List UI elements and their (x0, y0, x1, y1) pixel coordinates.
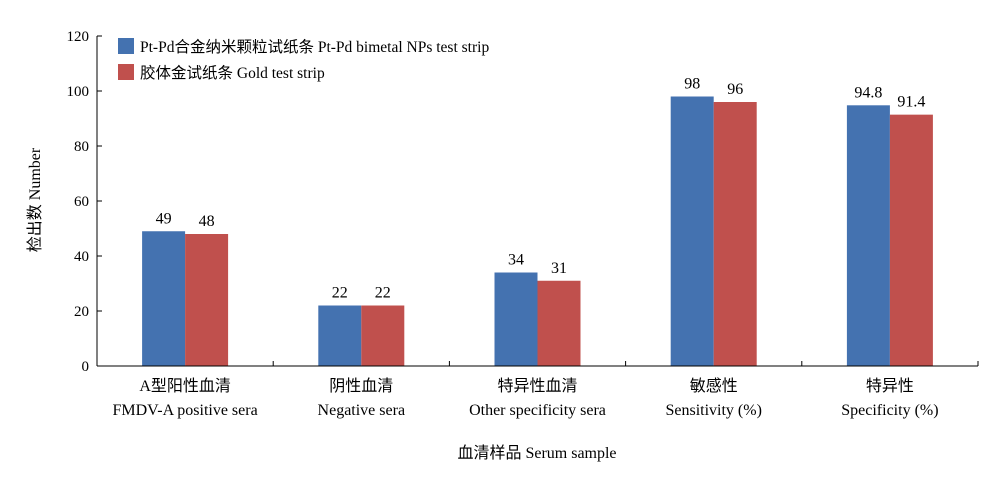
y-tick-label: 60 (74, 194, 89, 210)
bar (361, 305, 405, 366)
data-label: 34 (508, 252, 524, 269)
x-axis-category-labels: A型阳性血清 FMDV-A positive sera 阴性血清 Negative s… (113, 377, 939, 419)
data-label: 96 (727, 81, 743, 98)
bar (889, 114, 933, 367)
bars (142, 96, 933, 367)
y-tick-label: 120 (67, 29, 90, 45)
bar (846, 105, 890, 367)
data-label: 94.8 (854, 84, 882, 101)
category-label: Negative sera (318, 402, 406, 419)
y-tick-label: 40 (74, 249, 89, 265)
bar (713, 102, 757, 366)
bar (494, 272, 538, 366)
data-label: 91.4 (897, 94, 925, 111)
category-label: 特异性 (866, 377, 914, 395)
bar (318, 305, 362, 366)
category-label: 阴性血清 (329, 377, 393, 395)
data-label: 48 (199, 213, 215, 230)
category-label: 特异性血清 (497, 377, 577, 395)
category-label: A型阳性血清 (139, 377, 231, 395)
bar (185, 234, 229, 366)
bar (537, 280, 581, 366)
category-label: Sensitivity (%) (665, 402, 761, 419)
legend-swatch (118, 64, 134, 80)
data-label: 31 (551, 260, 567, 277)
data-label: 22 (375, 285, 391, 302)
y-tick-label: 80 (74, 139, 89, 155)
data-label: 22 (332, 285, 348, 302)
y-tick-label: 100 (67, 84, 90, 100)
category-label: Specificity (%) (841, 402, 938, 419)
data-label: 98 (684, 76, 700, 93)
data-labels: 49 22 34 98 94.8 48 22 31 96 91.4 (156, 76, 926, 302)
y-axis-ticks: 0 20 40 60 80 100 120 (67, 29, 979, 375)
category-label: Other specificity sera (469, 402, 606, 419)
data-label: 49 (156, 210, 172, 227)
y-tick-label: 20 (74, 304, 89, 320)
y-tick-label: 0 (82, 359, 90, 375)
legend: Pt-Pd合金纳米颗粒试纸条 Pt-Pd bimetal NPs test st… (118, 38, 489, 82)
y-axis-title: 检出数 Number (26, 147, 44, 252)
legend-label: Pt-Pd合金纳米颗粒试纸条 Pt-Pd bimetal NPs test st… (140, 38, 489, 56)
legend-label: 胶体金试纸条 Gold test strip (140, 64, 325, 82)
bar (670, 96, 714, 366)
category-label: FMDV-A positive sera (113, 402, 258, 419)
x-axis-title: 血清样品 Serum sample (457, 444, 616, 462)
category-label: 敏感性 (690, 377, 738, 395)
legend-swatch (118, 38, 134, 54)
bar (142, 231, 186, 366)
